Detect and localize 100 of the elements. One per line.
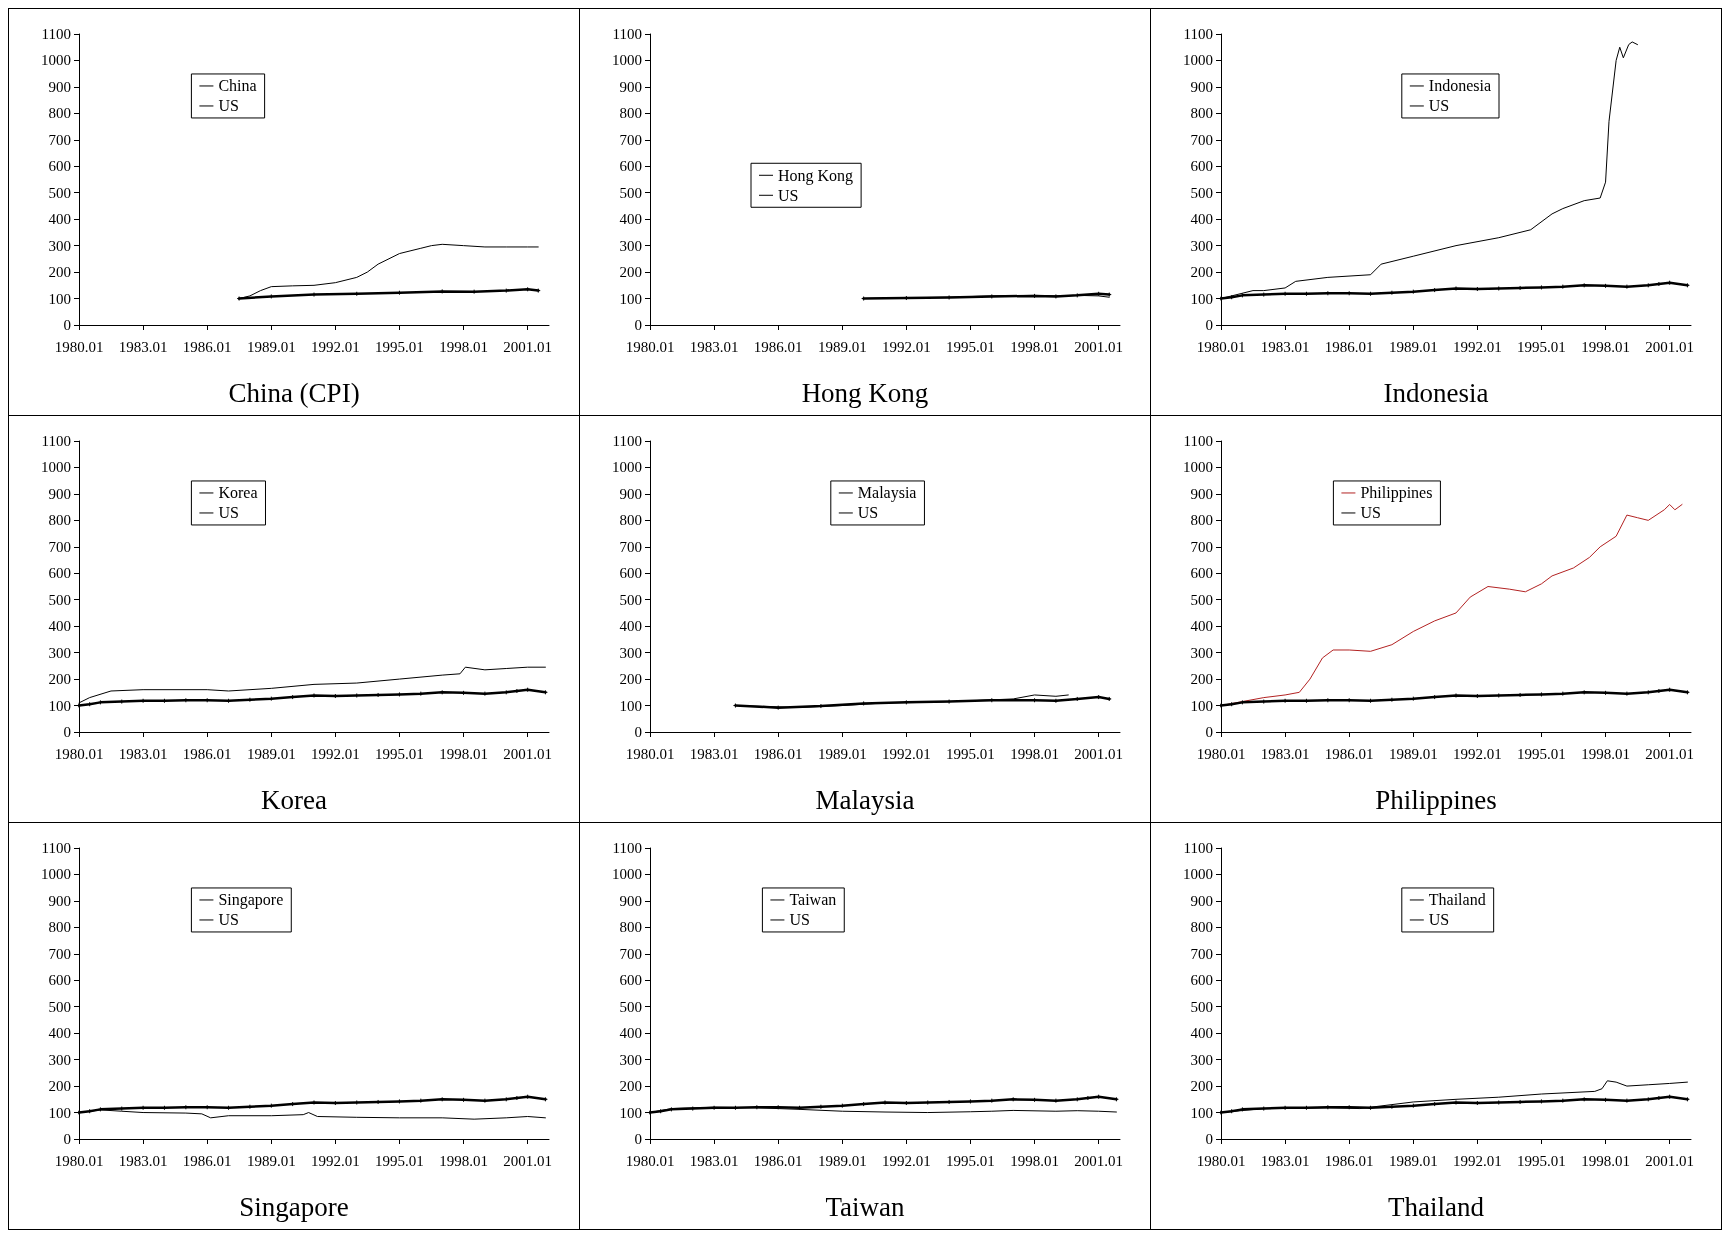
x-tick-label: 1980.01	[625, 745, 675, 762]
legend-label: Taiwan	[789, 891, 837, 909]
text: Philippines	[1375, 784, 1497, 815]
text: Singapore	[239, 1191, 349, 1222]
y-tick-label: 800	[1190, 919, 1213, 936]
y-tick-label: 600	[48, 972, 71, 989]
y-tick-label: 800	[619, 105, 642, 122]
y-tick-label: 1100	[612, 840, 642, 856]
legend-label: US	[1360, 504, 1381, 522]
x-tick-label: 1986.01	[753, 338, 803, 355]
x-tick-label: 1989.01	[246, 745, 296, 762]
y-tick-label: 400	[1190, 618, 1213, 635]
y-tick-label: 700	[1190, 538, 1213, 555]
y-tick-label: 100	[48, 1104, 71, 1121]
y-tick-label: 900	[619, 78, 642, 95]
y-tick-label: 400	[619, 211, 642, 228]
y-tick-label: 700	[1190, 945, 1213, 962]
y-tick-label: 0	[63, 724, 71, 740]
y-tick-label: 800	[619, 512, 642, 529]
y-tick-label: 700	[1190, 131, 1213, 148]
y-tick-label: 500	[619, 591, 642, 608]
y-tick-label: 1100	[1183, 433, 1213, 449]
y-tick-label: 500	[48, 591, 71, 608]
x-tick-label: 1983.01	[1260, 745, 1310, 762]
x-tick-label: 1986.01	[1324, 338, 1374, 355]
y-tick-label: 100	[1190, 1104, 1213, 1121]
y-tick-label: 600	[619, 158, 642, 175]
legend-label: US	[218, 97, 239, 115]
y-tick-label: 1000	[612, 866, 642, 883]
x-tick-label: 1995.01	[1517, 745, 1566, 762]
y-tick-label: 300	[619, 1051, 642, 1068]
x-tick-label: 1980.01	[54, 1152, 104, 1169]
y-tick-label: 500	[48, 184, 71, 201]
y-tick-label: 200	[1190, 671, 1213, 688]
y-tick-label: 1100	[1183, 840, 1213, 856]
y-tick-label: 300	[1190, 644, 1213, 661]
y-tick-label: 500	[1190, 591, 1213, 608]
legend-label: US	[218, 504, 239, 522]
y-tick-label: 300	[48, 1051, 71, 1068]
y-tick-label: 700	[48, 538, 71, 555]
y-tick-label: 800	[619, 919, 642, 936]
y-tick-label: 400	[619, 1025, 642, 1042]
y-tick-label: 0	[63, 1131, 71, 1147]
x-tick-label: 1995.01	[1517, 338, 1566, 355]
x-tick-label: 1983.01	[689, 338, 739, 355]
y-tick-label: 700	[619, 131, 642, 148]
legend-label: Korea	[218, 484, 258, 502]
x-tick-label: 1998.01	[1010, 745, 1059, 762]
x-tick-label: 1995.01	[1517, 1152, 1566, 1169]
x-tick-label: 1986.01	[182, 745, 232, 762]
y-tick-label: 600	[619, 565, 642, 582]
x-tick-label: 1992.01	[1452, 338, 1502, 355]
legend-label: US	[1428, 97, 1450, 115]
y-tick-label: 0	[634, 724, 642, 740]
x-tick-label: 1995.01	[946, 745, 995, 762]
y-tick-label: 700	[619, 538, 642, 555]
text: Indonesia	[1383, 377, 1489, 408]
x-tick-label: 1983.01	[118, 745, 168, 762]
y-tick-label: 800	[48, 105, 71, 122]
x-tick-label: 1983.01	[118, 1152, 168, 1169]
y-tick-label: 200	[48, 671, 71, 688]
legend-label: Malaysia	[857, 484, 917, 503]
x-tick-label: 1989.01	[817, 745, 867, 762]
y-tick-label: 400	[48, 211, 71, 228]
x-tick-label: 1986.01	[1324, 1152, 1374, 1169]
x-tick-label: 1980.01	[54, 338, 104, 355]
y-tick-label: 200	[619, 1078, 642, 1095]
x-tick-label: 1992.01	[310, 745, 360, 762]
x-tick-label: 1992.01	[1452, 745, 1502, 762]
y-tick-label: 1000	[1183, 459, 1213, 476]
x-tick-label: 1989.01	[246, 338, 296, 355]
x-tick-label: 1989.01	[817, 338, 867, 355]
y-tick-label: 0	[1205, 724, 1213, 740]
x-tick-label: 1992.01	[1452, 1152, 1502, 1169]
x-tick-label: 1980.01	[54, 745, 104, 762]
y-tick-label: 300	[1190, 237, 1213, 254]
x-tick-label: 2001.01	[1074, 745, 1124, 762]
y-tick-label: 100	[1190, 290, 1213, 307]
y-tick-label: 0	[1205, 1131, 1213, 1147]
y-tick-label: 900	[48, 78, 71, 95]
text: Hong Kong	[801, 377, 929, 408]
x-tick-label: 1983.01	[1260, 338, 1310, 355]
text: Malaysia	[815, 784, 915, 815]
x-tick-label: 1995.01	[375, 338, 424, 355]
x-tick-label: 1986.01	[1324, 745, 1374, 762]
x-tick-label: 2001.01	[1074, 338, 1124, 355]
legend-label: Thailand	[1428, 891, 1486, 909]
legend-label: US	[778, 186, 799, 204]
y-tick-label: 1100	[41, 433, 71, 449]
y-tick-label: 800	[48, 919, 71, 936]
x-tick-label: 1989.01	[1388, 338, 1438, 355]
x-tick-label: 1995.01	[946, 338, 995, 355]
y-tick-label: 500	[619, 184, 642, 201]
y-tick-label: 900	[48, 892, 71, 909]
x-tick-label: 1998.01	[1581, 1152, 1630, 1169]
x-tick-label: 1992.01	[310, 338, 360, 355]
y-tick-label: 600	[48, 565, 71, 582]
x-tick-label: 1992.01	[881, 745, 931, 762]
y-tick-label: 100	[619, 697, 642, 714]
legend-label: Indonesia	[1428, 77, 1491, 95]
